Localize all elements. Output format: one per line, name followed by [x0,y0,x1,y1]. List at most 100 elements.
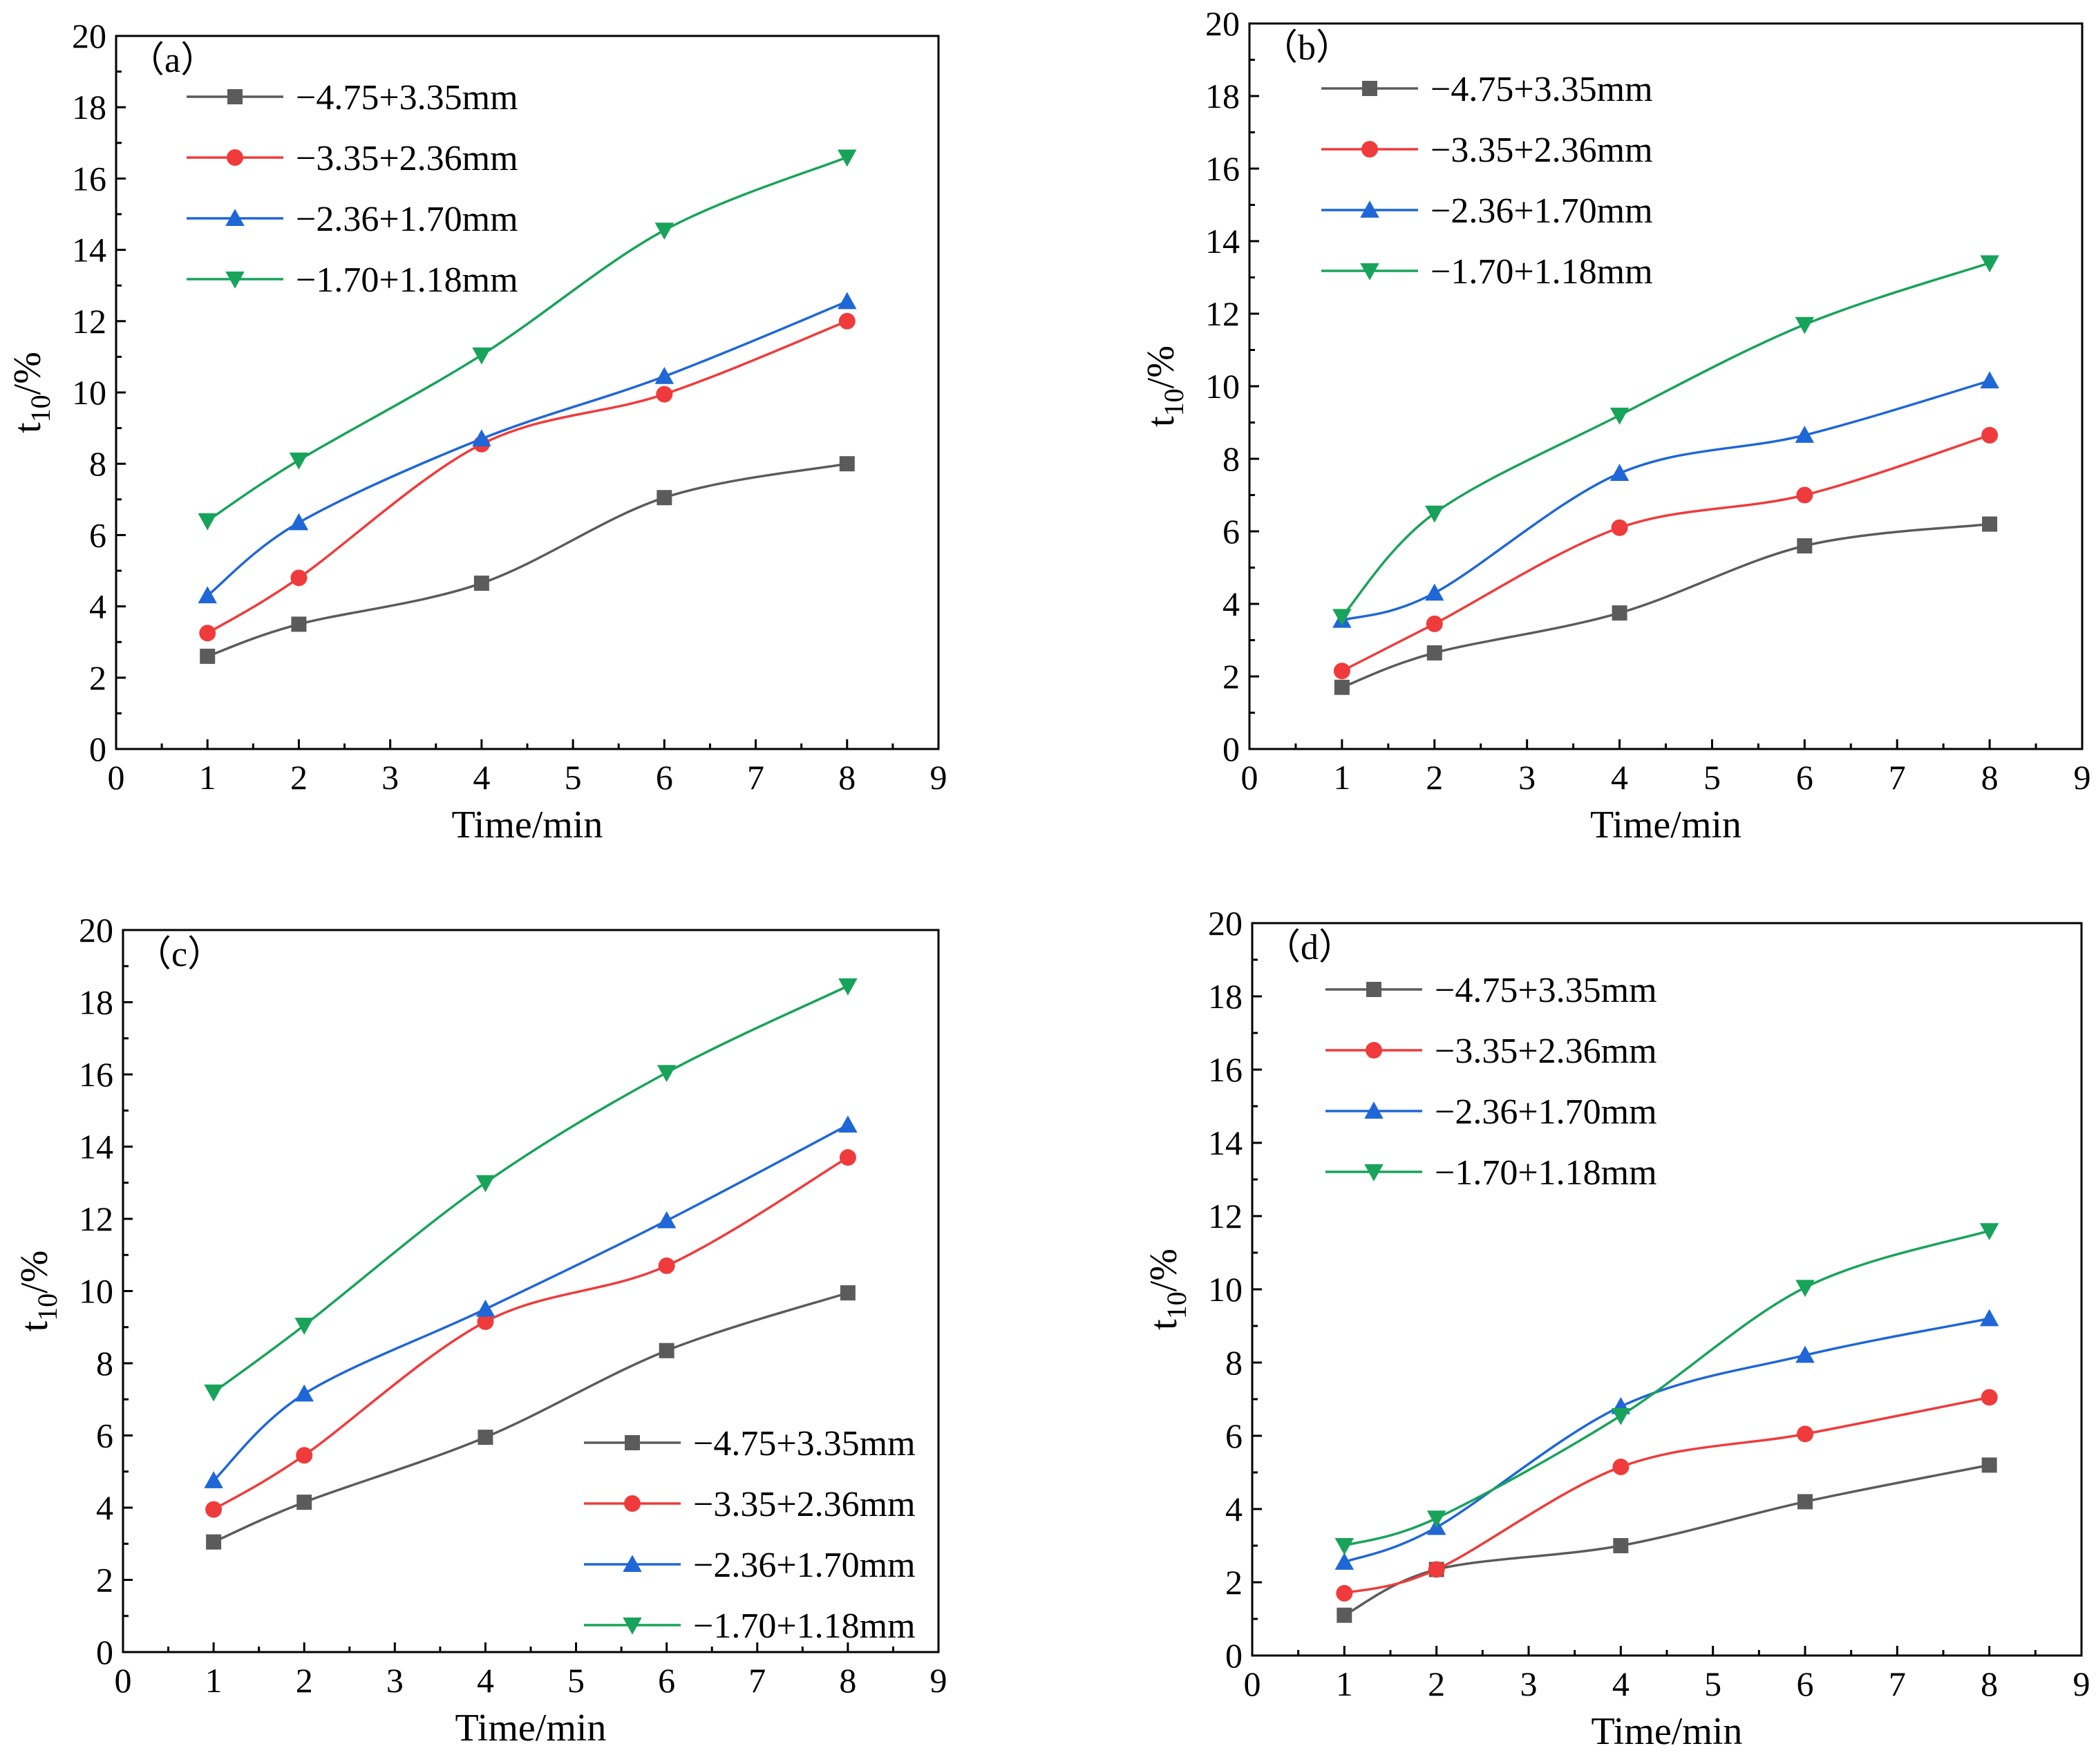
y-tick-label: 16 [79,1055,113,1094]
data-point [839,456,855,472]
data-point [289,513,309,531]
y-tick-label: 16 [72,159,106,198]
legend-entry: −4.75+3.35mm [187,78,518,117]
panel-label: （a） [129,41,216,80]
y-tick-label: 14 [1208,1123,1243,1162]
x-tick-label: 7 [747,758,764,797]
data-point [838,292,857,310]
y-axis-title-sub: 10 [1158,388,1189,416]
legend-entry: −1.70+1.18mm [1325,1153,1657,1193]
data-point [1337,1607,1352,1623]
x-tick-label: 5 [1703,758,1721,797]
data-point [1333,663,1350,680]
legend-label: −2.36+1.70mm [296,200,518,239]
series-line [207,300,848,597]
data-point [204,1471,223,1488]
data-point [296,1495,312,1510]
data-point [1979,1223,1999,1240]
legend-marker [623,1618,642,1635]
data-point [1425,505,1444,523]
legend-label: −2.36+1.70mm [1435,1092,1657,1132]
x-tick-label: 9 [2074,758,2091,797]
series-1 [206,1285,856,1550]
y-tick-label: 18 [1208,977,1243,1016]
data-point [289,453,309,470]
x-tick-label: 1 [1333,758,1350,797]
series-2 [1336,1389,1998,1602]
legend-label: −2.36+1.70mm [1431,191,1653,231]
legend-label: −1.70+1.18mm [693,1606,916,1646]
data-point [1796,486,1813,504]
x-tick-label: 6 [656,758,673,797]
data-point [1334,679,1350,695]
data-point [1613,1538,1629,1553]
data-point [838,312,856,330]
x-tick-label: 7 [1889,1665,1906,1703]
data-point [198,513,217,531]
y-axis-title: t10/% [6,352,56,433]
data-point [656,386,673,403]
x-axis-title: Time/min [1590,804,1741,846]
data-point [1981,1457,1997,1473]
y-tick-label: 6 [89,515,106,554]
data-point [657,490,672,506]
y-tick-label: 2 [1225,1563,1243,1602]
x-tick-label: 7 [1889,758,1906,797]
data-point [838,978,858,996]
data-point [1611,519,1628,536]
y-axis-title-main: t [1140,416,1182,427]
y-axis-title-main: t [1142,1319,1185,1330]
data-point [472,347,491,365]
data-point [1426,645,1442,661]
y-tick-label: 8 [96,1344,113,1383]
legend-marker [1362,81,1377,96]
series-2 [1333,426,1999,680]
data-point [1334,1553,1354,1570]
x-tick-label: 0 [1241,758,1258,797]
y-tick-label: 6 [96,1416,113,1455]
series-line [213,985,849,1394]
data-point [658,1257,675,1274]
legend-label: −3.35+2.36mm [296,139,518,178]
series-1 [1334,516,1998,695]
data-point [205,1501,223,1518]
y-tick-label: 2 [1222,657,1240,696]
x-tick-label: 6 [1796,758,1813,797]
y-tick-label: 18 [72,88,106,126]
series-line [1343,1463,1990,1617]
legend-marker [1360,263,1379,281]
data-point [1797,1425,1813,1443]
y-axis-title-sub: 10 [1161,1291,1192,1319]
y-axis-title-main: t [13,1320,56,1331]
x-tick-label: 2 [1428,1665,1445,1703]
x-tick-label: 1 [205,1661,223,1700]
x-tick-label: 7 [748,1661,766,1700]
data-point [1795,426,1815,443]
x-axis-title: Time/min [1592,1710,1743,1753]
legend-label: −4.75+3.35mm [693,1424,916,1463]
data-point [475,1175,495,1193]
x-tick-label: 4 [473,758,490,797]
data-point [657,1211,677,1229]
x-tick-label: 0 [108,758,125,797]
y-tick-label: 18 [1205,77,1240,115]
data-point [840,1285,856,1301]
legend-entry: −2.36+1.70mm [1325,1092,1657,1132]
series-line [1341,522,1990,689]
data-point [657,1065,677,1083]
legend-label: −4.75+3.35mm [1431,70,1653,109]
legend-label: −3.35+2.36mm [1435,1032,1657,1071]
y-tick-label: 2 [89,658,106,697]
legend-entry: −3.35+2.36mm [584,1485,916,1524]
data-point [200,648,216,664]
data-point [1797,1494,1813,1510]
data-point [294,1318,314,1335]
data-point [659,1343,674,1358]
series-3 [198,292,857,604]
x-tick-label: 5 [1704,1665,1721,1703]
x-tick-label: 9 [930,758,947,797]
x-tick-label: 9 [930,1661,947,1700]
legend-entry: −1.70+1.18mm [1321,252,1653,292]
x-tick-label: 8 [1981,758,1999,797]
series-line [207,155,848,522]
